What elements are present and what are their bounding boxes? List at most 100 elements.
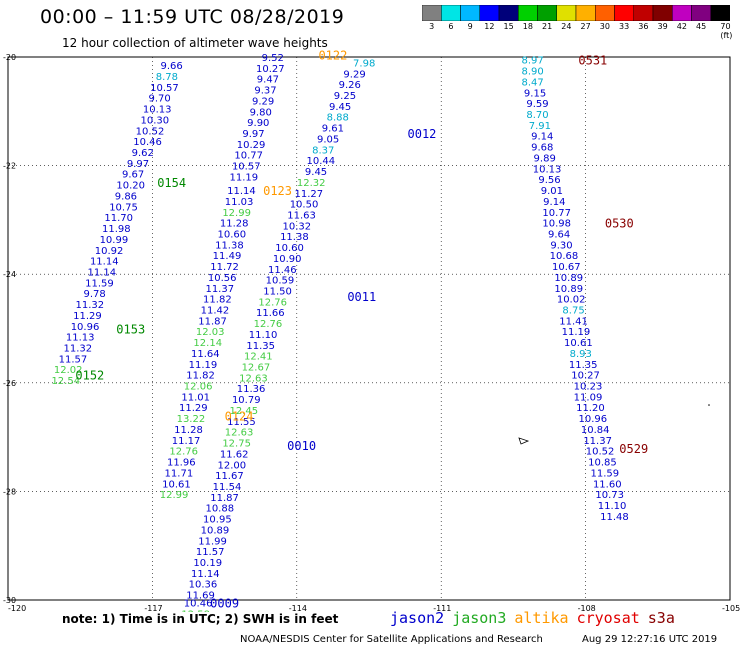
legend-item: jason2 <box>390 609 445 627</box>
wave-height-value: 12.63 <box>239 373 268 384</box>
wave-height-value: 8.97 <box>522 56 544 67</box>
credit-line: NOAA/NESDIS Center for Satellite Applica… <box>240 634 543 645</box>
wave-height-value: 9.86 <box>115 191 137 202</box>
wave-height-value: 10.61 <box>564 338 593 349</box>
wave-height-value: 11.69 <box>186 591 215 602</box>
wave-height-value: 9.97 <box>242 129 264 140</box>
wave-height-value: 11.87 <box>198 316 227 327</box>
wave-height-value: 9.47 <box>257 75 279 86</box>
color-scale-label: 42 <box>676 22 687 31</box>
wave-height-value: 8.88 <box>327 113 349 124</box>
color-scale-labels: 3 6 9 12 15 18 21 24 27 30 33 36 39 42 45 70 (ft) <box>422 22 732 40</box>
wave-height-value: 11.96 <box>167 458 196 469</box>
color-scale-label: 12 <box>484 22 495 31</box>
wave-height-value: 10.52 <box>586 447 615 458</box>
color-scale-label: 15 <box>503 22 514 31</box>
lat-tick-label: -28 <box>3 487 16 496</box>
wave-height-value: 10.32 <box>282 221 311 232</box>
wave-height-value: 11.01 <box>181 392 210 403</box>
wave-height-value: 10.57 <box>150 83 179 94</box>
units-note: note: 1) Time is in UTC; 2) SWH is in fe… <box>62 612 339 626</box>
wave-height-value: 10.75 <box>109 202 138 213</box>
wave-height-value: 12.67 <box>242 363 271 374</box>
pass-time-label: 0122 <box>318 48 347 62</box>
color-scale-label: 45 <box>696 22 707 31</box>
wave-height-value: 10.68 <box>550 251 579 262</box>
pass-time-label: 0124 <box>225 409 254 423</box>
lat-tick-label: -24 <box>3 270 16 279</box>
wave-height-value: 10.27 <box>571 371 600 382</box>
wave-height-value: 10.50 <box>290 200 319 211</box>
wave-height-value: 11.09 <box>574 392 603 403</box>
wave-height-value: 12.75 <box>222 439 251 450</box>
legend-item: jason3 <box>452 609 507 627</box>
wave-height-value: 12.54 <box>51 376 80 387</box>
lat-tick-label: -22 <box>3 162 16 171</box>
wave-height-value: 11.60 <box>593 479 622 490</box>
wave-height-value: 10.89 <box>201 525 230 536</box>
pass-time-label: 0530 <box>605 217 634 231</box>
wave-height-value: 9.78 <box>84 289 106 300</box>
wave-height-value: 9.59 <box>526 99 548 110</box>
color-scale-label: 30 <box>599 22 610 31</box>
wave-height-value: 10.29 <box>237 140 266 151</box>
pass-time-label: 0153 <box>116 323 145 337</box>
wave-height-value: 11.14 <box>191 569 220 580</box>
wave-height-value: 11.82 <box>186 371 215 382</box>
wave-height-value: 12.03 <box>196 327 225 338</box>
wave-height-value: 10.60 <box>217 229 246 240</box>
wave-height-value: 11.55 <box>227 417 256 428</box>
wave-height-value: 11.29 <box>73 311 102 322</box>
lon-tick-label: -117 <box>144 604 162 612</box>
wave-height-value: 11.14 <box>227 186 256 197</box>
wave-height-value: 11.19 <box>562 327 591 338</box>
lat-tick-label: -30 <box>3 596 16 605</box>
pass-time-label: 0154 <box>157 176 186 190</box>
color-scale-label: 24 <box>561 22 572 31</box>
wave-height-value: 9.15 <box>524 88 546 99</box>
wave-height-value: 13.22 <box>177 414 206 425</box>
wave-height-value: 10.73 <box>595 490 624 501</box>
wave-height-value: 11.29 <box>179 403 208 414</box>
color-scale-label: 9 <box>467 22 473 31</box>
wave-height-value: 9.70 <box>148 94 170 105</box>
wave-height-value: 12.76 <box>169 447 198 458</box>
wave-height-value: 10.95 <box>203 515 232 526</box>
color-scale-label: 18 <box>522 22 533 31</box>
wave-height-value: 9.29 <box>343 69 365 80</box>
color-scale-label: 70 (ft) <box>720 22 733 40</box>
wave-height-value: 8.70 <box>526 110 548 121</box>
wave-height-value: 9.52 <box>262 53 284 64</box>
wave-height-value: 10.02 <box>557 295 586 306</box>
wave-height-value: 10.85 <box>588 458 617 469</box>
wave-height-value: 9.45 <box>329 102 351 113</box>
wave-height-value: 9.14 <box>543 197 565 208</box>
legend-item: s3a <box>647 609 675 627</box>
color-scale-label: 36 <box>638 22 649 31</box>
wave-height-value: 9.90 <box>247 118 269 129</box>
wave-height-value: 10.19 <box>193 558 222 569</box>
lat-tick-label: -26 <box>3 379 16 388</box>
island-outline <box>518 437 530 445</box>
wave-height-value: 11.19 <box>230 172 259 183</box>
wave-height-value: 11.20 <box>576 403 605 414</box>
wave-height-value: 8.37 <box>312 145 334 156</box>
generated-timestamp: Aug 29 12:27:16 UTC 2019 <box>582 634 718 645</box>
page-title: 00:00 – 11:59 UTC 08/28/2019 <box>40 6 345 28</box>
wave-height-value: 8.90 <box>522 67 544 78</box>
wave-height-value: 10.79 <box>232 395 261 406</box>
color-swatch <box>710 5 730 21</box>
wave-height-value: 10.77 <box>542 208 571 219</box>
wave-height-value: 10.98 <box>542 219 571 230</box>
wave-height-value: 11.67 <box>215 471 244 482</box>
wave-height-value: 12.76 <box>258 297 287 308</box>
wave-height-value: 11.59 <box>85 278 114 289</box>
lon-tick-label: -111 <box>433 604 451 612</box>
pass-time-label: 0009 <box>210 597 239 611</box>
wave-height-value: 12.58 <box>181 610 210 612</box>
wave-height-value: 11.54 <box>213 482 242 493</box>
wave-height-value: 11.64 <box>191 349 220 360</box>
wave-height-value: 9.37 <box>254 86 276 97</box>
wave-height-map[interactable]: -120 -117 -114 -111 -108 -105 -20 -22 -24 -26 -28 -… <box>0 0 740 612</box>
wave-height-value: 9.64 <box>548 229 570 240</box>
